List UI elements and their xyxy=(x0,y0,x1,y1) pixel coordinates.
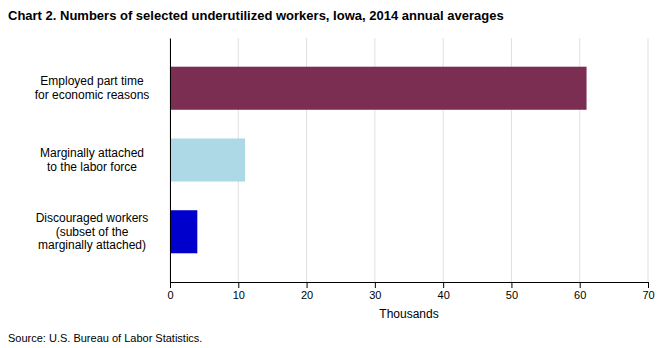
x-tick-label: 20 xyxy=(301,289,313,301)
chart: Chart 2. Numbers of selected underutiliz… xyxy=(0,0,670,348)
y-axis: Discouraged workers(subset of themargina… xyxy=(35,39,171,283)
x-tick-label: 0 xyxy=(167,289,173,301)
x-tick-label: 40 xyxy=(438,289,450,301)
x-tick: 50 xyxy=(506,282,518,301)
x-tick-label: 60 xyxy=(574,289,586,301)
x-tick: 60 xyxy=(574,282,586,301)
grid-line xyxy=(170,38,171,282)
x-axis: 0 10 20 30 40 50 60 70 xyxy=(167,282,654,301)
grid-line xyxy=(648,38,649,282)
y-tick: Employed part timefor economic reasons xyxy=(35,74,170,102)
y-tick-label: Marginally attachedto the labor force xyxy=(40,146,144,174)
bar xyxy=(170,138,245,181)
x-tick-label: 70 xyxy=(642,289,654,301)
x-tick: 0 xyxy=(167,282,173,301)
y-axis-line xyxy=(170,39,171,283)
x-tick: 30 xyxy=(369,282,381,301)
y-tick: Discouraged workers(subset of themargina… xyxy=(36,211,170,253)
x-tick-label: 50 xyxy=(506,289,518,301)
x-tick: 40 xyxy=(438,282,450,301)
x-tick-mark xyxy=(443,282,444,288)
y-tick-label: Discouraged workers(subset of themargina… xyxy=(36,211,149,253)
x-tick-mark xyxy=(648,282,649,288)
title: Chart 2. Numbers of selected underutiliz… xyxy=(8,8,504,23)
bar xyxy=(170,210,197,253)
grid xyxy=(170,38,648,282)
bar xyxy=(170,67,587,110)
x-tick-mark xyxy=(238,282,239,288)
x-tick: 20 xyxy=(301,282,313,301)
plot: 0 10 20 30 40 50 60 70 Thousands Discouraged work… xyxy=(35,38,655,321)
x-tick-mark xyxy=(307,282,308,288)
x-tick-label: 10 xyxy=(233,289,245,301)
x-axis-title: Thousands xyxy=(379,307,438,321)
x-tick: 10 xyxy=(233,282,245,301)
x-tick-mark xyxy=(511,282,512,288)
x-tick-label: 30 xyxy=(369,289,381,301)
x-tick-mark xyxy=(580,282,581,288)
source: Source: U.S. Bureau of Labor Statistics. xyxy=(8,332,202,344)
y-tick-label: Employed part timefor economic reasons xyxy=(35,74,150,102)
x-tick-mark xyxy=(170,282,171,288)
x-tick: 70 xyxy=(642,282,654,301)
x-axis-line xyxy=(171,283,649,289)
bars xyxy=(170,67,587,254)
y-tick: Marginally attachedto the labor force xyxy=(40,146,170,174)
x-tick-mark xyxy=(375,282,376,288)
